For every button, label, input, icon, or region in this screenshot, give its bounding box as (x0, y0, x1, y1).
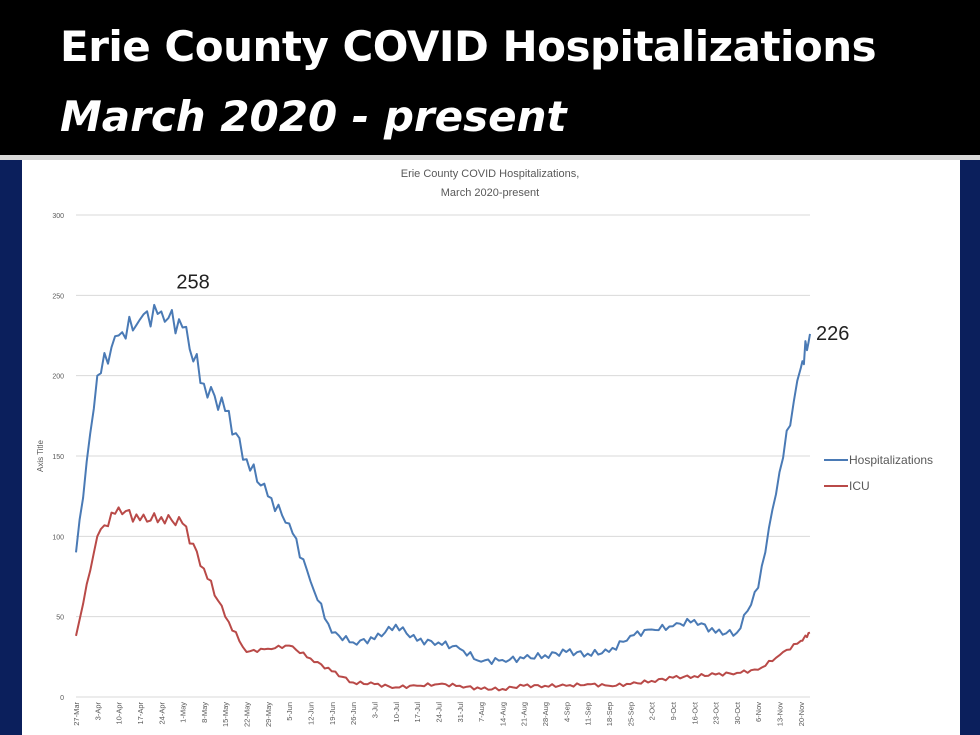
legend: Hospitalizations ICU (824, 453, 933, 493)
title-bar: Erie County COVID Hospitalizations March… (0, 0, 980, 155)
legend-label: ICU (849, 479, 870, 493)
x-tick-label: 21-Aug (520, 702, 529, 726)
x-tick-label: 31-Jul (456, 702, 465, 723)
x-tick-label: 20-Nov (797, 702, 806, 726)
x-tick-label: 19-Jun (328, 702, 337, 725)
x-tick-label: 29-May (264, 702, 273, 727)
y-tick-labels: 0 50 100 150 200 250 300 (52, 213, 64, 702)
chart-title-line2: March 2020-present (441, 187, 539, 199)
x-tick-labels: 27-Mar 3-Apr 10-Apr 17-Apr 24-Apr 1-May 8-May 1… (72, 701, 806, 727)
x-tick-label: 23-Oct (712, 701, 721, 724)
x-tick-label: 5-Jun (285, 702, 294, 721)
line-chart: Erie County COVID Hospitalizations, Marc… (36, 168, 933, 727)
x-tick-label: 25-Sep (626, 702, 635, 726)
y-tick-label: 150 (52, 454, 64, 461)
x-tick-label: 11-Sep (584, 702, 593, 726)
y-tick-label: 200 (52, 374, 64, 381)
gridlines (76, 214, 810, 698)
x-tick-label: 2-Oct (648, 701, 657, 720)
x-tick-label: 24-Jul (434, 702, 443, 723)
x-tick-label: 22-May (243, 702, 252, 727)
x-tick-label: 12-Jun (307, 702, 316, 725)
chart-panel: Erie County COVID Hospitalizations, Marc… (22, 160, 960, 735)
x-tick-label: 10-Apr (115, 702, 124, 725)
legend-label: Hospitalizations (849, 453, 933, 467)
y-tick-label: 0 (60, 695, 64, 702)
x-tick-label: 9-Oct (669, 701, 678, 720)
x-tick-label: 8-May (200, 702, 209, 723)
x-tick-label: 18-Sep (605, 702, 614, 726)
divider-stripe (0, 155, 980, 160)
series-lines (75, 303, 811, 692)
y-tick-label: 100 (52, 534, 64, 541)
data-label-annotation: 258 (176, 271, 209, 293)
x-tick-label: 15-May (221, 702, 230, 727)
x-tick-label: 1-May (179, 702, 188, 723)
y-tick-label: 250 (52, 293, 64, 300)
data-label-annotation: 226 (816, 323, 849, 345)
x-tick-label: 16-Oct (690, 701, 699, 724)
x-tick-label: 6-Nov (754, 702, 763, 722)
chart-title-line1: Erie County COVID Hospitalizations, (401, 168, 580, 180)
series-line-hospitalizations (75, 303, 811, 665)
x-tick-label: 10-Jul (392, 702, 401, 723)
y-axis-title: Axis Title (36, 439, 45, 472)
slide-subtitle: March 2020 - present (60, 92, 567, 141)
annotations: 258 226 (176, 271, 849, 344)
x-tick-label: 17-Apr (136, 702, 145, 725)
x-tick-label: 24-Apr (157, 702, 166, 725)
x-tick-label: 28-Aug (541, 702, 550, 726)
x-tick-label: 27-Mar (72, 702, 81, 726)
x-tick-label: 3-Apr (93, 702, 102, 721)
x-tick-label: 26-Jun (349, 702, 358, 725)
x-tick-label: 3-Jul (370, 702, 379, 719)
x-tick-label: 13-Nov (776, 702, 785, 726)
y-tick-label: 300 (52, 213, 64, 220)
x-tick-label: 30-Oct (733, 701, 742, 724)
series-line-icu (75, 506, 811, 692)
x-tick-label: 4-Sep (562, 702, 571, 722)
slide-title: Erie County COVID Hospitalizations (60, 22, 877, 71)
x-tick-label: 17-Jul (413, 702, 422, 723)
x-tick-label: 7-Aug (477, 702, 486, 722)
y-tick-label: 50 (56, 615, 64, 622)
x-tick-label: 14-Aug (498, 702, 507, 726)
